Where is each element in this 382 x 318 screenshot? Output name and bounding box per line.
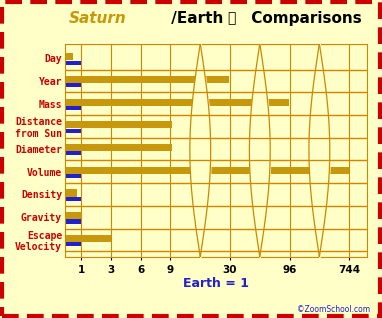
Text: Saturn: Saturn [69, 11, 126, 26]
Bar [66, 219, 81, 224]
Bar [66, 144, 172, 151]
Bar [66, 235, 111, 242]
Bar [66, 99, 289, 106]
Bar [66, 121, 172, 128]
Bar [66, 151, 81, 156]
Text: ©ZoomSchool.com: ©ZoomSchool.com [298, 305, 371, 314]
Bar [66, 83, 81, 87]
Bar [66, 174, 81, 178]
Text: Comparisons: Comparisons [246, 11, 362, 26]
Bar [66, 212, 82, 219]
Bar [66, 61, 81, 65]
Bar [66, 197, 81, 201]
Bar [66, 106, 81, 110]
Bar [66, 129, 81, 133]
X-axis label: Earth = 1: Earth = 1 [183, 277, 249, 290]
Bar [66, 189, 77, 197]
Bar [66, 53, 73, 60]
Text: /Earth: /Earth [166, 11, 229, 26]
Bar [66, 76, 228, 83]
Bar [66, 242, 81, 246]
Text: 🌍: 🌍 [227, 11, 236, 25]
Bar [66, 167, 349, 174]
